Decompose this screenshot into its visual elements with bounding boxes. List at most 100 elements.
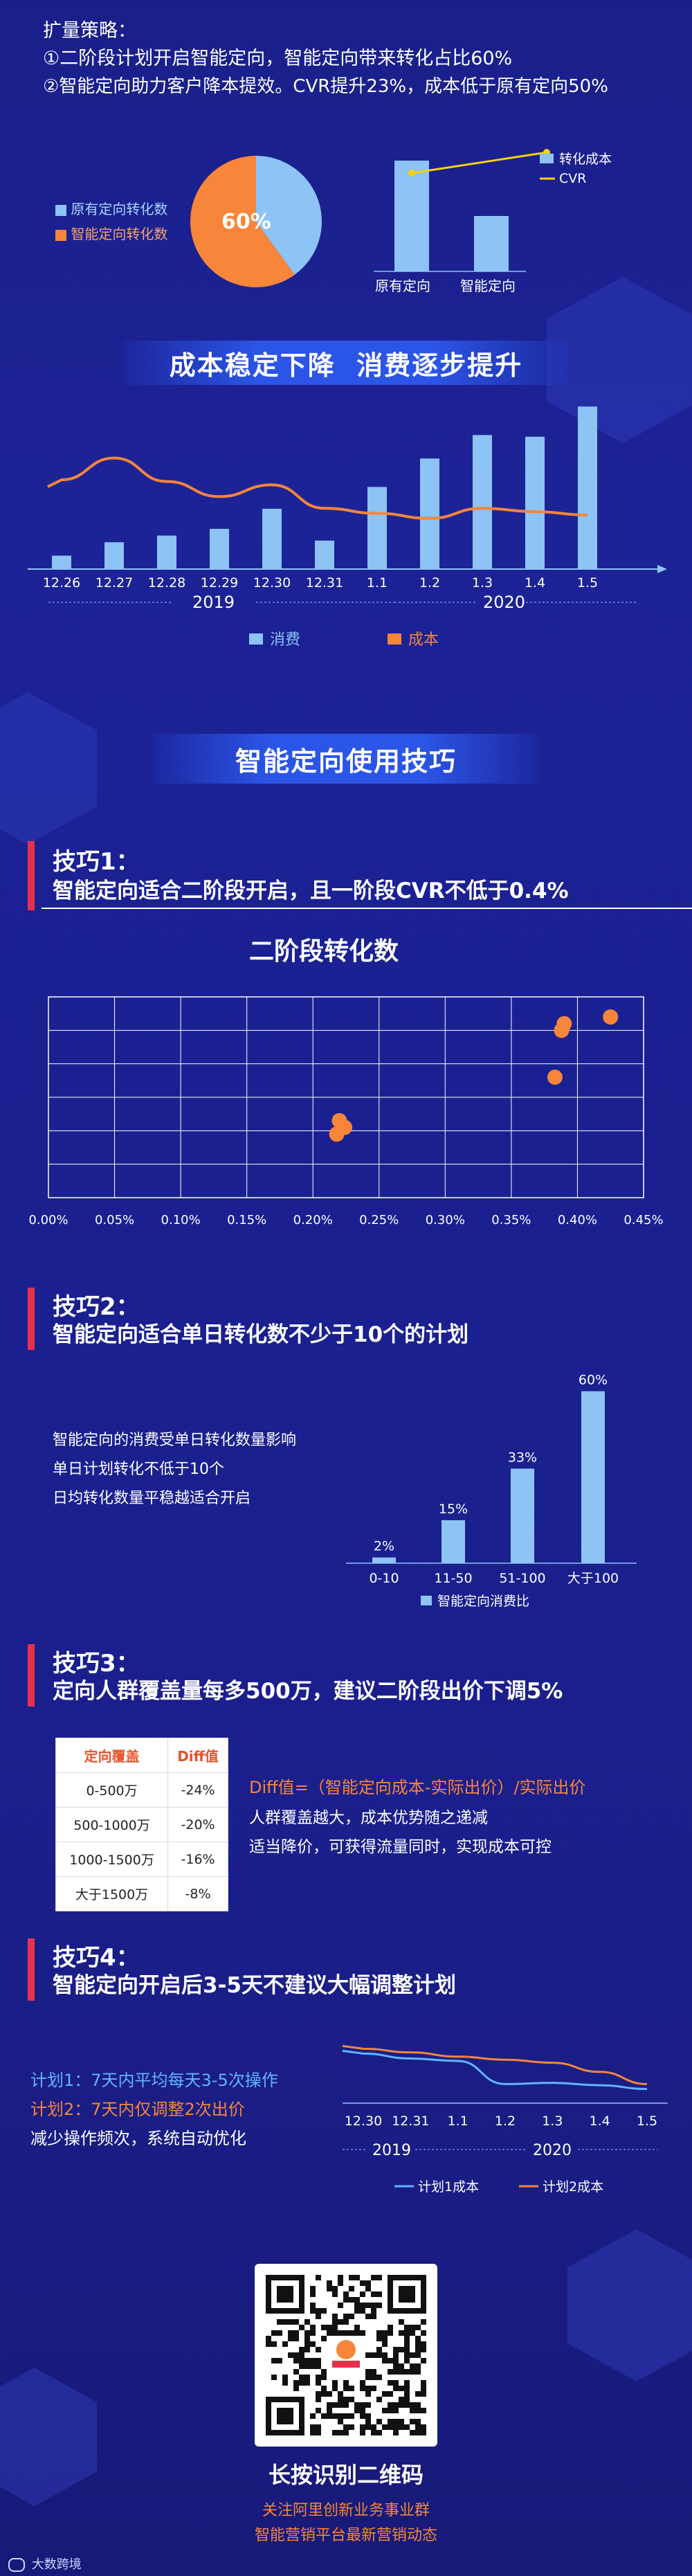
tip-1-title: 技巧1： (53, 848, 140, 876)
table-cell: -20% (167, 1807, 228, 1842)
x-tick-label: 大于100 (567, 1571, 619, 1586)
scatter-point (603, 1009, 619, 1025)
legend-label: 智能定向消费比 (437, 1594, 529, 1609)
hexagon-decoration (0, 2368, 97, 2506)
table-cell: 0-500万 (55, 1772, 169, 1808)
legend-swatch-bar (540, 154, 554, 163)
x-tick-label: 0.45% (623, 1213, 663, 1227)
x-tick-label: 1.5 (577, 575, 598, 591)
bar-existing (394, 161, 429, 271)
x-tick-label: 12.29 (201, 575, 238, 591)
tip-3-note-1: 人群覆盖越大，成本优势随之递减 (249, 1809, 488, 1827)
qr-code[interactable] (255, 2264, 437, 2447)
x-tick-label: 1.1 (367, 575, 388, 591)
note-line: 日均转化数量平稳越适合开启 (53, 1490, 251, 1507)
spend-bar (157, 535, 176, 569)
data-label: 33% (508, 1450, 537, 1465)
bar (441, 1520, 465, 1563)
x-tick-label: 1.4 (590, 2114, 610, 2129)
table-row: 1000-1500万 -16% (55, 1841, 228, 1877)
pie-legend-item-smart: 智能定向转化数 (55, 223, 167, 243)
scatter-point (554, 1023, 570, 1038)
pie-legend-label: 原有定向转化数 (71, 201, 168, 217)
data-label: 15% (439, 1502, 468, 1517)
x-tick-label: 12.30 (253, 575, 291, 591)
tip-accent-bar (28, 841, 35, 910)
x-tick-label: 1.5 (637, 2114, 657, 2129)
data-label: 2% (374, 1539, 394, 1554)
pie-slice-existing (256, 156, 322, 275)
tip-3-title: 技巧3： (53, 1650, 140, 1677)
spend-bar (262, 508, 282, 569)
tip-4-title: 技巧4： (53, 1944, 140, 1972)
note-line: 单日计划转化不低于10个 (53, 1461, 224, 1478)
note-line: 智能定向的消费受单日转化数量影响 (53, 1432, 297, 1449)
x-tick-label: 0.00% (28, 1213, 68, 1227)
strategy-line-2: ②智能定向助力客户降本提效。CVR提升23%，成本低于原有定向50% (43, 76, 608, 97)
tip-4-header: 技巧4： 智能定向开启后3-5天不建议大幅调整计划 (28, 1938, 664, 2001)
plan-2-text: 计划2：7天内仅调整2次出价 (30, 2100, 245, 2119)
table-cell: 大于1500万 (55, 1876, 169, 1911)
tip-2-bar-chart: 2% 0-10 15% 11-50 33% 51-100 60% 大于100 智能定向消费比 (346, 1373, 637, 1609)
tip-3-note-2: 适当降价，可获得流量同时，实现成本可控 (249, 1838, 552, 1856)
spend-bar (104, 542, 124, 569)
trend-banner: 成本稳定下降 消费逐步提升 (125, 341, 567, 385)
x-tick-label: 1.3 (472, 575, 493, 591)
x-tick-label: 1.2 (495, 2114, 516, 2129)
x-tick-label: 12.27 (95, 575, 133, 591)
bar (511, 1468, 534, 1563)
scatter-point (547, 1070, 563, 1085)
pie-legend-label: 智能定向转化数 (71, 226, 168, 242)
pie-legend-item-existing: 原有定向转化数 (55, 198, 167, 218)
watermark-text: 大数跨境 (31, 2557, 82, 2572)
spend-bar (420, 458, 439, 569)
x-tick-label: 1.1 (448, 2114, 468, 2129)
legend-label-plan-1: 计划1成本 (418, 2179, 479, 2195)
pie-slice-smart (190, 156, 295, 287)
table-cell: -16% (167, 1841, 228, 1877)
x-tick-label: 51-100 (499, 1571, 545, 1586)
table-row: 0-500万 -24% (55, 1772, 228, 1808)
x-tick-label: 1.2 (419, 575, 440, 591)
scatter-chart: 0.00% 0.05% 0.10% 0.15% 0.20% 0.25% 0.30% 0.35%… (28, 996, 664, 1227)
tip-2-desc: 智能定向适合单日转化数不少于10个的计划 (53, 1322, 469, 1347)
x-tick-label: 0.10% (161, 1213, 201, 1227)
tip-3-header: 技巧3： 定向人群覆盖量每多500万，建议二阶段出价下调5% (28, 1644, 664, 1706)
scatter-title: 二阶段转化数 (249, 937, 399, 966)
table-row: 500-1000万 -20% (55, 1807, 228, 1842)
spend-bar (52, 555, 71, 569)
x-tick-label: 12.28 (148, 575, 185, 591)
tip-2-title: 技巧2： (53, 1293, 140, 1321)
x-tick-label: 原有定向 (375, 278, 430, 294)
footer-line-2: 智能营销平台最新营销动态 (254, 2527, 437, 2544)
spend-bar (315, 540, 334, 569)
legend-label-spend: 消费 (270, 631, 300, 649)
qr-logo-band (332, 2361, 360, 2368)
bar-smart (474, 216, 509, 271)
table-cell: 500-1000万 (55, 1807, 169, 1842)
legend-swatch (55, 229, 66, 241)
x-tick-label: 12.26 (43, 575, 80, 591)
strategy-heading: 扩量策略： (43, 20, 136, 42)
x-tick-label: 智能定向 (460, 278, 516, 294)
hexagon-decoration (0, 692, 97, 845)
table-header-row: 定向覆盖 Diff值 (55, 1738, 228, 1773)
x-tick-label: 12.31 (392, 2114, 429, 2129)
year-label-2020: 2020 (533, 2142, 572, 2159)
watermark-logo-icon (8, 2558, 25, 2572)
spend-bar (210, 528, 229, 569)
tip-4-line-chart: 12.30 12.31 1.1 1.2 1.3 1.4 1.5 2019 2020 计划1成… (342, 2044, 668, 2195)
data-label: 60% (579, 1373, 608, 1388)
strategy-line-1: ①二阶段计划开启智能定向，智能定向带来转化占比60% (43, 48, 513, 69)
tip-4-desc: 智能定向开启后3-5天不建议大幅调整计划 (53, 1973, 457, 1998)
x-tick-label: 12.30 (345, 2114, 382, 2129)
coverage-table: 定向覆盖 Diff值 0-500万 -24% 500-1000万 -20% 1000… (55, 1738, 228, 1911)
legend-label-cost: 成本 (408, 631, 439, 649)
legend-label-bar: 转化成本 (559, 152, 612, 167)
spend-bar (473, 435, 492, 569)
cvr-line (411, 151, 547, 174)
x-tick-label: 0.05% (95, 1213, 134, 1227)
year-label-2019: 2019 (372, 2142, 411, 2159)
tip-underline (42, 908, 692, 909)
tip-accent-bar (28, 1938, 35, 2001)
